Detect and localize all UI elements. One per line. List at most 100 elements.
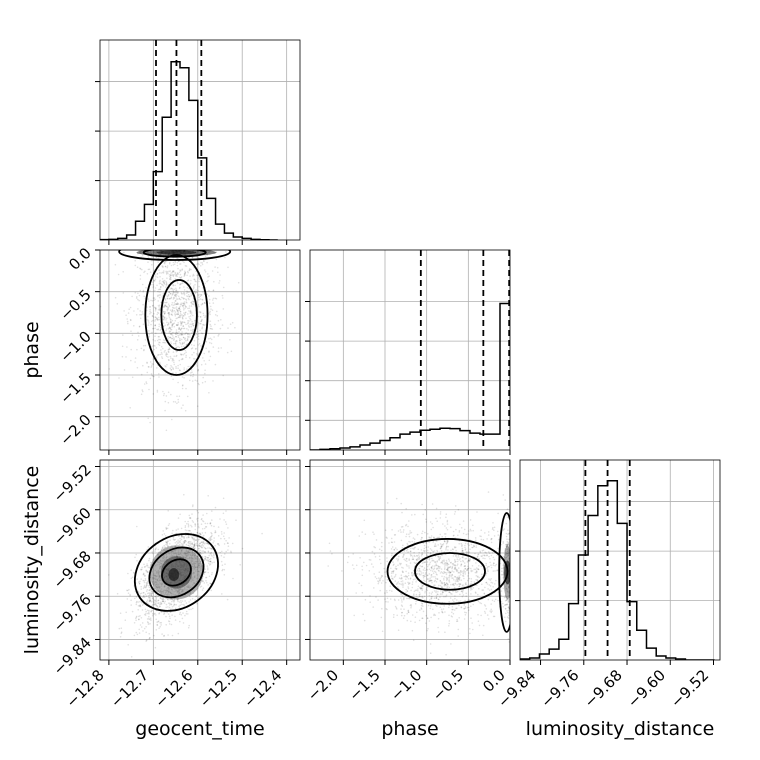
sample-point [490, 564, 492, 566]
sample-point [464, 567, 467, 570]
sample-point [114, 296, 117, 299]
sample-point [484, 554, 486, 557]
sample-point [221, 324, 224, 326]
sample-point [181, 333, 184, 335]
sample-point [431, 557, 433, 560]
contour-line [144, 254, 209, 376]
sample-point [401, 580, 404, 582]
sample-point [511, 631, 513, 633]
sample-point [453, 609, 456, 611]
sample-point [175, 344, 177, 346]
sample-point [217, 271, 219, 274]
sample-point [136, 600, 138, 603]
sample-point [480, 602, 483, 605]
sample-point [161, 295, 164, 298]
sample-point [211, 510, 213, 512]
sample-point [143, 595, 145, 597]
sample-point [352, 553, 355, 555]
sample-point [378, 548, 381, 551]
sample-point [123, 310, 125, 312]
sample-point [190, 524, 192, 527]
sample-point [428, 599, 431, 601]
sample-point [221, 294, 224, 297]
sample-point [191, 371, 193, 374]
sample-point [150, 593, 153, 596]
sample-point [341, 570, 343, 572]
sample-point [152, 600, 154, 602]
sample-point [386, 579, 389, 581]
sample-point [170, 623, 173, 626]
sample-point [431, 503, 434, 505]
sample-point [149, 599, 152, 602]
sample-point [148, 300, 150, 302]
sample-point [133, 325, 135, 327]
sample-point [149, 310, 151, 313]
sample-point [160, 611, 163, 613]
sample-point [172, 291, 175, 293]
sample-point [144, 575, 146, 577]
sample-point [168, 313, 171, 315]
sample-point [172, 339, 175, 342]
sample-point [146, 599, 149, 601]
sample-point [456, 577, 458, 579]
sample-point [154, 318, 157, 321]
sample-point [158, 605, 161, 608]
sample-point [484, 605, 487, 607]
sample-point [171, 294, 173, 296]
sample-point [209, 320, 212, 323]
sample-point [144, 608, 147, 611]
sample-point [190, 319, 192, 321]
sample-point [192, 242, 194, 244]
sample-point [144, 565, 146, 568]
sample-point [402, 598, 405, 601]
sample-point [157, 300, 159, 302]
sample-point [451, 574, 454, 576]
sample-point [189, 365, 191, 368]
sample-point [170, 369, 172, 371]
sample-point [141, 311, 144, 313]
sample-point [165, 301, 167, 304]
sample-point [175, 243, 177, 245]
sample-point [410, 606, 412, 609]
sample-point [384, 592, 386, 594]
sample-point [470, 578, 473, 580]
sample-point [186, 368, 188, 370]
sample-point [180, 333, 183, 336]
sample-point [182, 298, 185, 300]
sample-point [164, 324, 166, 327]
sample-point [183, 261, 185, 264]
sample-point [186, 302, 188, 304]
sample-point [434, 543, 437, 545]
sample-point [197, 277, 200, 279]
sample-point [189, 248, 191, 250]
sample-point [200, 322, 202, 325]
sample-point [147, 366, 150, 368]
sample-point [157, 288, 160, 291]
sample-point [386, 560, 389, 563]
sample-point [141, 566, 143, 569]
sample-point [171, 532, 173, 535]
sample-point [135, 617, 137, 620]
sample-point [162, 546, 164, 548]
sample-point [165, 395, 168, 397]
sample-point [167, 634, 169, 636]
sample-point [207, 543, 210, 546]
sample-point [227, 545, 230, 547]
sample-point [436, 578, 439, 580]
sample-point [209, 522, 212, 525]
sample-point [463, 571, 466, 573]
sample-point [191, 323, 193, 326]
sample-point [458, 543, 461, 545]
sample-point [168, 247, 170, 249]
sample-point [141, 268, 143, 271]
sample-point [415, 581, 417, 583]
sample-point [182, 293, 184, 295]
sample-point [167, 327, 170, 330]
sample-point [209, 522, 211, 525]
sample-point [169, 543, 171, 545]
sample-point [217, 535, 220, 537]
sample-point [386, 608, 388, 611]
sample-point [197, 523, 199, 525]
sample-point [475, 575, 478, 577]
sample-point [162, 530, 164, 532]
